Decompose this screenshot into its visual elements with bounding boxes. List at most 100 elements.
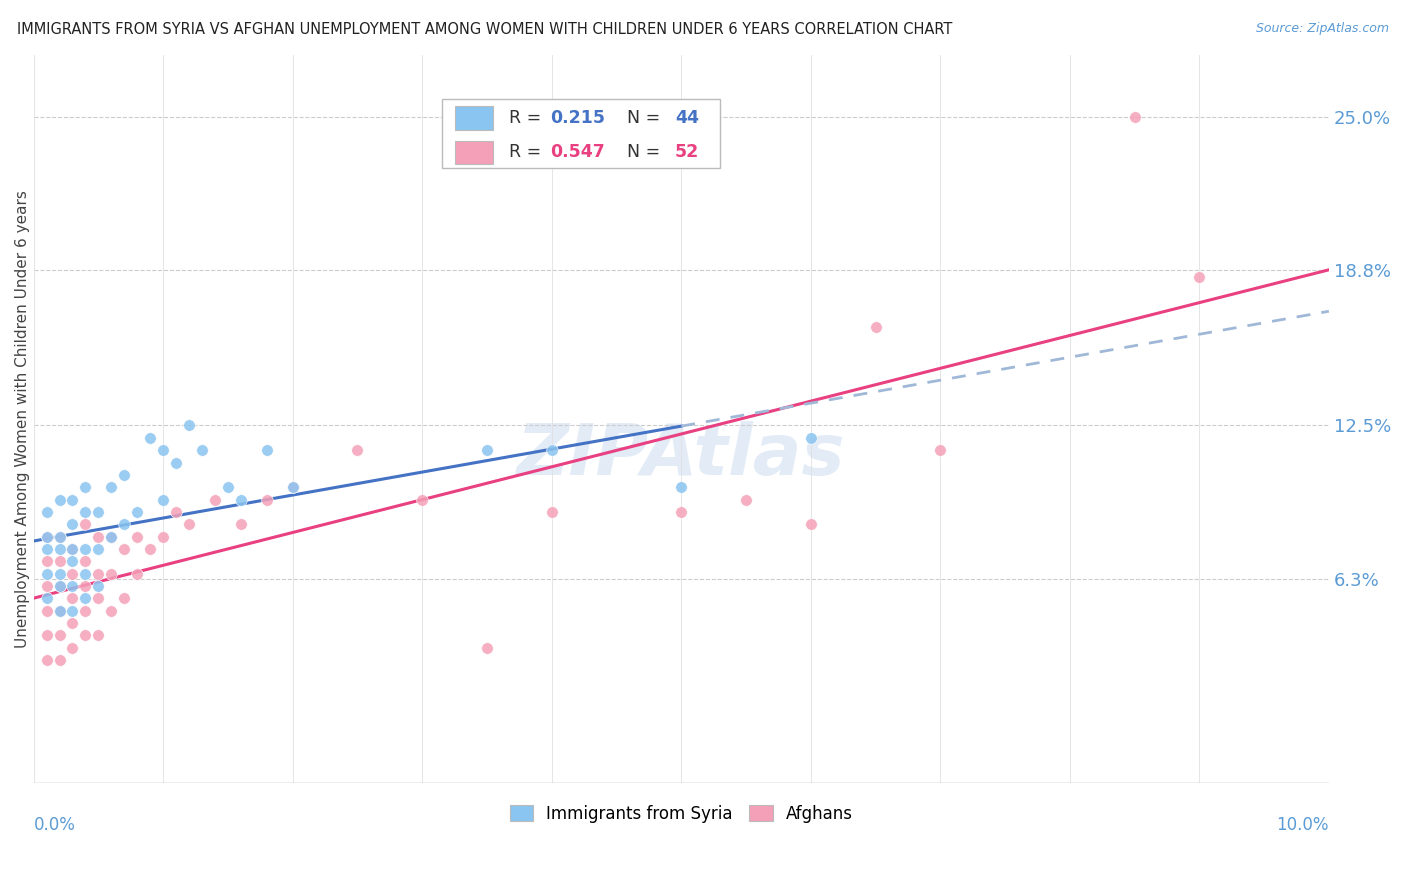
Point	[48, 579, 70, 593]
Point	[48, 653, 70, 667]
Point	[217, 480, 239, 494]
Point	[48, 604, 70, 618]
Point	[35, 653, 58, 667]
Point	[735, 492, 758, 507]
Point	[100, 566, 122, 581]
Point	[100, 480, 122, 494]
Text: 0.547: 0.547	[550, 144, 605, 161]
Text: 44: 44	[675, 109, 699, 127]
Point	[35, 591, 58, 606]
Point	[87, 591, 110, 606]
Point	[62, 554, 84, 568]
Point	[1123, 110, 1146, 124]
Point	[48, 566, 70, 581]
Point	[87, 579, 110, 593]
Text: R =: R =	[509, 109, 547, 127]
Point	[139, 431, 162, 445]
Text: IMMIGRANTS FROM SYRIA VS AFGHAN UNEMPLOYMENT AMONG WOMEN WITH CHILDREN UNDER 6 Y: IMMIGRANTS FROM SYRIA VS AFGHAN UNEMPLOY…	[17, 22, 952, 37]
Point	[229, 517, 252, 532]
Point	[62, 591, 84, 606]
Point	[152, 443, 174, 458]
Point	[165, 505, 187, 519]
Point	[865, 319, 887, 334]
Point	[540, 505, 562, 519]
Point	[62, 492, 84, 507]
Point	[475, 640, 498, 655]
Text: ZIPAtlas: ZIPAtlas	[517, 421, 845, 491]
Point	[800, 517, 823, 532]
Point	[48, 628, 70, 642]
Point	[1188, 270, 1211, 285]
Point	[48, 554, 70, 568]
Point	[62, 541, 84, 556]
Point	[35, 530, 58, 544]
Point	[48, 579, 70, 593]
Point	[62, 615, 84, 630]
Point	[229, 492, 252, 507]
Text: N =: N =	[616, 144, 666, 161]
Point	[87, 628, 110, 642]
Point	[112, 517, 135, 532]
Legend: Immigrants from Syria, Afghans: Immigrants from Syria, Afghans	[503, 798, 859, 830]
Point	[165, 456, 187, 470]
Point	[100, 530, 122, 544]
Point	[671, 505, 693, 519]
Y-axis label: Unemployment Among Women with Children Under 6 years: Unemployment Among Women with Children U…	[15, 190, 30, 648]
Point	[75, 591, 97, 606]
Point	[87, 530, 110, 544]
Point	[35, 505, 58, 519]
FancyBboxPatch shape	[454, 141, 494, 164]
Point	[35, 579, 58, 593]
Point	[139, 541, 162, 556]
Point	[204, 492, 226, 507]
Point	[127, 505, 149, 519]
Point	[191, 443, 214, 458]
Point	[177, 418, 200, 433]
Point	[35, 530, 58, 544]
Point	[48, 530, 70, 544]
Point	[87, 505, 110, 519]
Point	[87, 566, 110, 581]
Point	[540, 443, 562, 458]
Point	[48, 492, 70, 507]
Point	[127, 566, 149, 581]
Point	[48, 604, 70, 618]
Point	[48, 530, 70, 544]
Point	[62, 541, 84, 556]
Text: R =: R =	[509, 144, 547, 161]
Point	[62, 517, 84, 532]
Point	[35, 541, 58, 556]
FancyBboxPatch shape	[454, 106, 494, 129]
Point	[48, 541, 70, 556]
Point	[346, 443, 368, 458]
Point	[100, 530, 122, 544]
Point	[127, 530, 149, 544]
Point	[62, 579, 84, 593]
Point	[35, 628, 58, 642]
Point	[35, 604, 58, 618]
Point	[671, 480, 693, 494]
Point	[62, 640, 84, 655]
Point	[800, 431, 823, 445]
Point	[62, 604, 84, 618]
Text: Source: ZipAtlas.com: Source: ZipAtlas.com	[1256, 22, 1389, 36]
Text: N =: N =	[616, 109, 666, 127]
Point	[152, 530, 174, 544]
Point	[929, 443, 952, 458]
Text: 10.0%: 10.0%	[1277, 816, 1329, 834]
Point	[75, 604, 97, 618]
Point	[411, 492, 433, 507]
Point	[112, 541, 135, 556]
Point	[256, 492, 278, 507]
Text: 52: 52	[675, 144, 699, 161]
Point	[112, 467, 135, 482]
Point	[112, 591, 135, 606]
Point	[475, 443, 498, 458]
Point	[75, 566, 97, 581]
Text: 0.0%: 0.0%	[34, 816, 76, 834]
Point	[177, 517, 200, 532]
Point	[35, 566, 58, 581]
Text: 0.215: 0.215	[550, 109, 606, 127]
Point	[75, 480, 97, 494]
Point	[75, 541, 97, 556]
